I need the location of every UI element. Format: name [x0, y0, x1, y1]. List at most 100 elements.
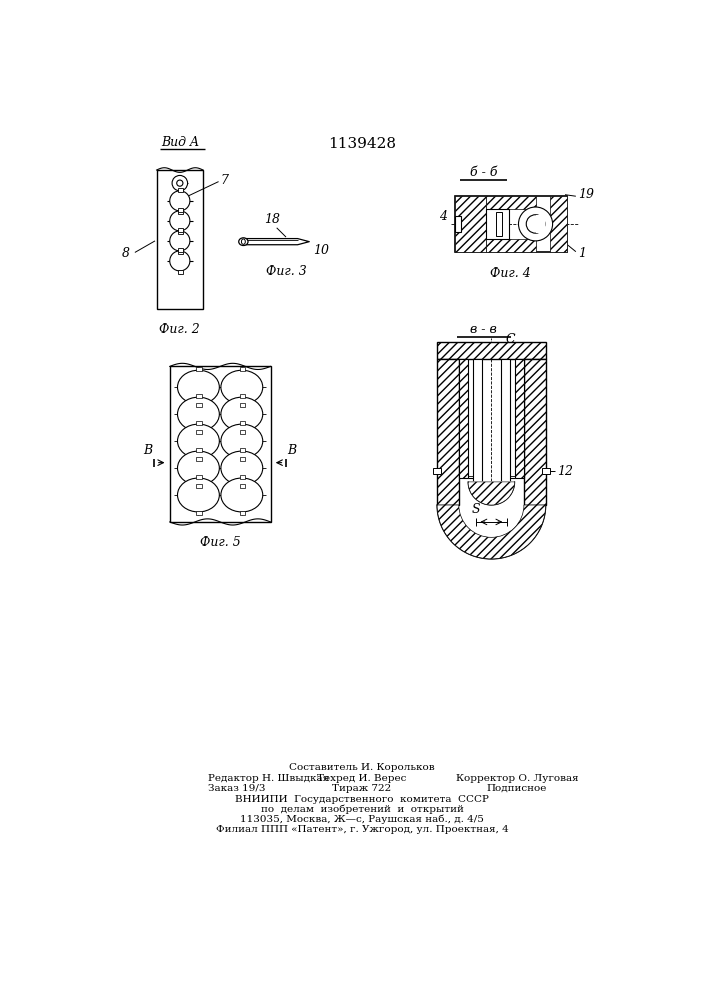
Text: 18: 18: [264, 213, 280, 226]
Text: Фиг. 3: Фиг. 3: [266, 265, 306, 278]
Bar: [177, 250, 183, 254]
Bar: [240, 484, 245, 488]
Bar: [240, 367, 245, 371]
Circle shape: [526, 215, 545, 233]
Bar: [240, 421, 245, 425]
Text: Техред И. Верес: Техред И. Верес: [317, 774, 407, 783]
Text: Филиал ППП «Патент», г. Ужгород, ул. Проектная, 4: Филиал ППП «Патент», г. Ужгород, ул. Про…: [216, 825, 508, 834]
Bar: [196, 448, 201, 452]
Bar: [240, 448, 245, 452]
Bar: [177, 248, 183, 252]
Bar: [486, 209, 509, 239]
Ellipse shape: [221, 478, 263, 512]
Bar: [549, 196, 566, 252]
Bar: [501, 359, 510, 482]
Bar: [455, 196, 567, 252]
Text: В: В: [288, 444, 297, 457]
Text: Фиг. 4: Фиг. 4: [491, 267, 531, 280]
Circle shape: [170, 251, 190, 271]
Bar: [459, 359, 468, 478]
Bar: [240, 511, 245, 515]
Bar: [170, 366, 271, 522]
Bar: [177, 270, 183, 274]
Bar: [177, 228, 183, 232]
Text: ВНИИПИ  Государственного  комитета  СССР: ВНИИПИ Государственного комитета СССР: [235, 795, 489, 804]
Bar: [196, 484, 201, 488]
Bar: [196, 403, 201, 407]
Polygon shape: [437, 505, 546, 559]
Ellipse shape: [221, 451, 263, 485]
Bar: [240, 430, 245, 434]
Bar: [486, 196, 537, 209]
Text: Вид A: Вид A: [160, 136, 199, 149]
Text: 113035, Москва, Ж—с, Раушская наб., д. 4/5: 113035, Москва, Ж—с, Раушская наб., д. 4…: [240, 815, 484, 824]
Text: 4: 4: [439, 210, 448, 223]
Circle shape: [170, 191, 190, 211]
Bar: [196, 367, 201, 371]
Text: б - б: б - б: [470, 166, 498, 179]
Circle shape: [177, 180, 183, 186]
Bar: [196, 457, 201, 461]
Bar: [240, 403, 245, 407]
Text: Заказ 19/3: Заказ 19/3: [209, 784, 266, 793]
Bar: [177, 208, 183, 212]
Text: C: C: [506, 333, 515, 346]
Ellipse shape: [177, 424, 219, 458]
Circle shape: [172, 175, 187, 191]
Text: 10: 10: [313, 244, 329, 257]
Ellipse shape: [177, 370, 219, 404]
Bar: [535, 215, 545, 233]
Bar: [177, 188, 183, 192]
Bar: [496, 212, 502, 236]
Ellipse shape: [221, 370, 263, 404]
Ellipse shape: [177, 478, 219, 512]
Bar: [196, 421, 201, 425]
Bar: [196, 475, 201, 479]
Text: 19: 19: [578, 188, 594, 201]
Wedge shape: [468, 482, 515, 505]
Wedge shape: [437, 505, 546, 559]
Text: Тираж 722: Тираж 722: [332, 784, 392, 793]
Text: Редактор Н. Швыдкая: Редактор Н. Швыдкая: [209, 774, 329, 783]
Ellipse shape: [221, 424, 263, 458]
Bar: [524, 359, 546, 505]
Bar: [455, 216, 461, 232]
Text: по  делам  изобретений  и  открытий: по делам изобретений и открытий: [260, 805, 463, 814]
Text: 7: 7: [220, 174, 228, 187]
Bar: [177, 230, 183, 234]
Bar: [437, 359, 459, 505]
Circle shape: [170, 231, 190, 251]
Bar: [437, 342, 546, 359]
Text: Фиг. 6: Фиг. 6: [471, 540, 512, 553]
Ellipse shape: [221, 397, 263, 431]
Ellipse shape: [177, 451, 219, 485]
Bar: [455, 196, 486, 252]
Text: 1139428: 1139428: [328, 137, 396, 151]
Bar: [196, 394, 201, 398]
Text: Фиг. 5: Фиг. 5: [200, 536, 240, 549]
Text: Фиг. 2: Фиг. 2: [160, 323, 200, 336]
Polygon shape: [468, 482, 515, 505]
Bar: [196, 430, 201, 434]
Bar: [240, 394, 245, 398]
Text: Корректор О. Луговая: Корректор О. Луговая: [455, 774, 578, 783]
Bar: [542, 468, 549, 474]
Text: 12: 12: [557, 465, 573, 478]
Bar: [473, 359, 482, 482]
Bar: [240, 457, 245, 461]
Bar: [515, 359, 524, 478]
Bar: [177, 210, 183, 214]
Ellipse shape: [239, 238, 248, 246]
Circle shape: [170, 211, 190, 231]
Text: 1: 1: [578, 247, 586, 260]
Text: 8: 8: [122, 247, 129, 260]
Text: S: S: [472, 503, 480, 516]
Text: в - в: в - в: [470, 323, 497, 336]
Polygon shape: [243, 239, 309, 245]
Text: Подписное: Подписное: [486, 784, 547, 793]
Bar: [156, 170, 203, 309]
Bar: [433, 468, 441, 474]
Ellipse shape: [241, 239, 245, 244]
Bar: [240, 475, 245, 479]
Ellipse shape: [177, 397, 219, 431]
